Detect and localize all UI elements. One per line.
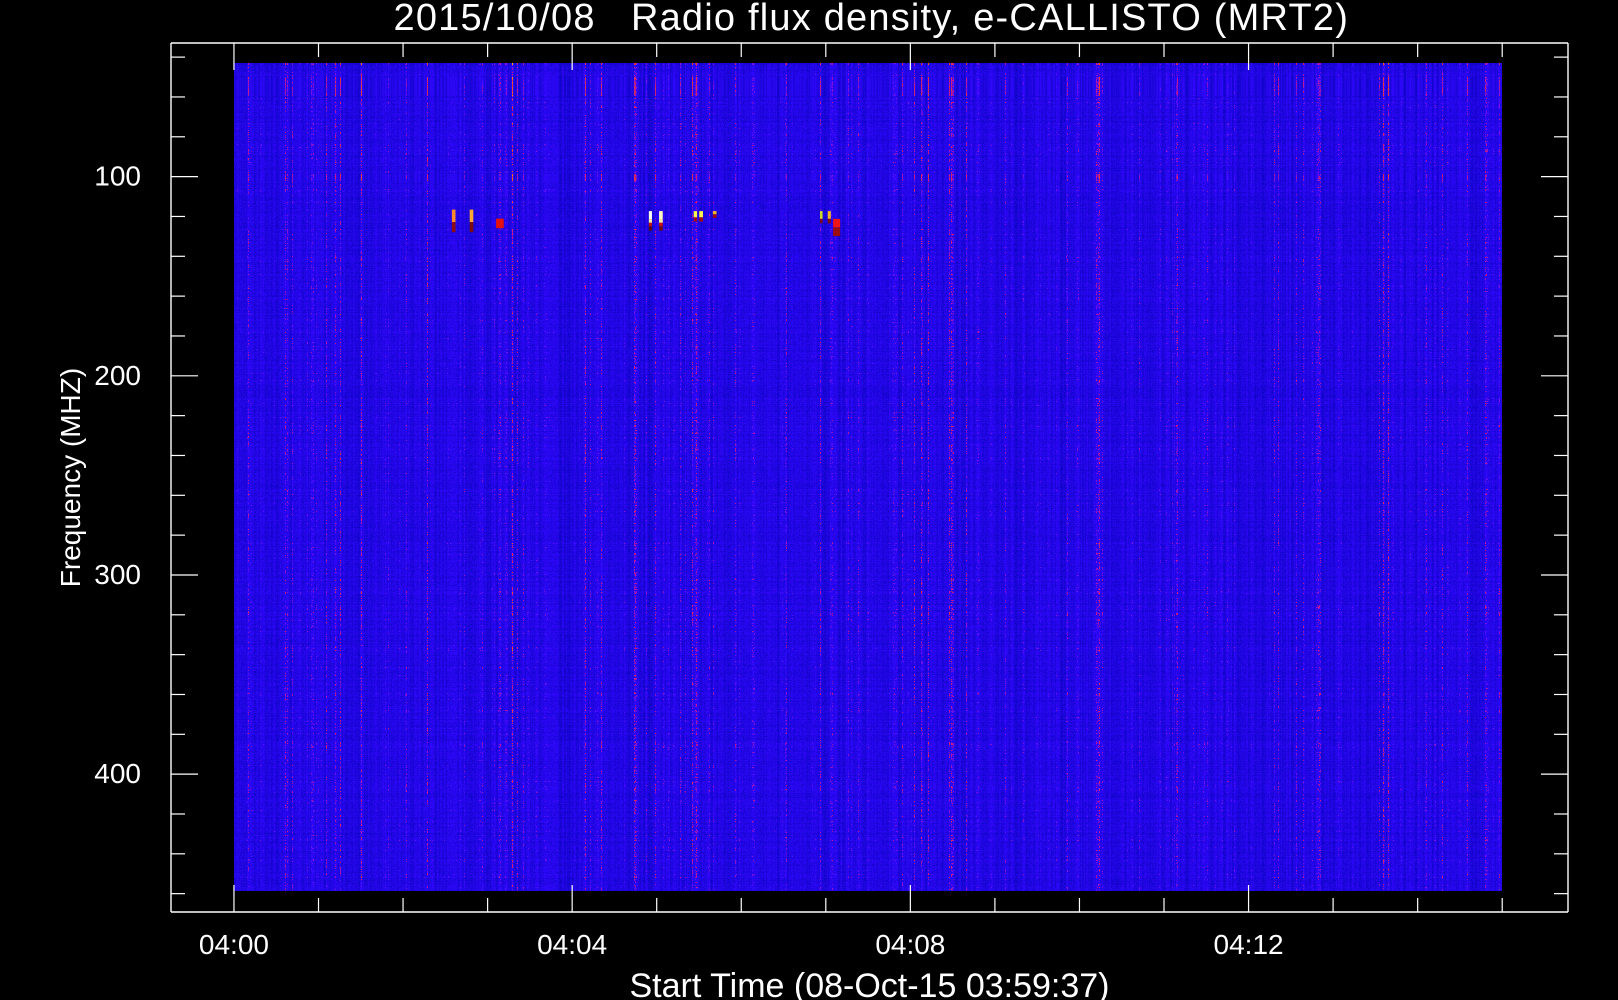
svg-text:Start Time (08-Oct-15 03:59:37: Start Time (08-Oct-15 03:59:37): [630, 967, 1110, 1000]
svg-text:04:04: 04:04: [537, 929, 607, 960]
svg-text:Frequency (MHZ): Frequency (MHZ): [55, 368, 86, 587]
svg-text:100: 100: [94, 161, 141, 192]
svg-text:200: 200: [94, 360, 141, 391]
svg-text:04:00: 04:00: [199, 929, 269, 960]
svg-text:04:12: 04:12: [1214, 929, 1284, 960]
svg-text:300: 300: [94, 559, 141, 590]
svg-text:400: 400: [94, 758, 141, 789]
svg-text:04:08: 04:08: [875, 929, 945, 960]
